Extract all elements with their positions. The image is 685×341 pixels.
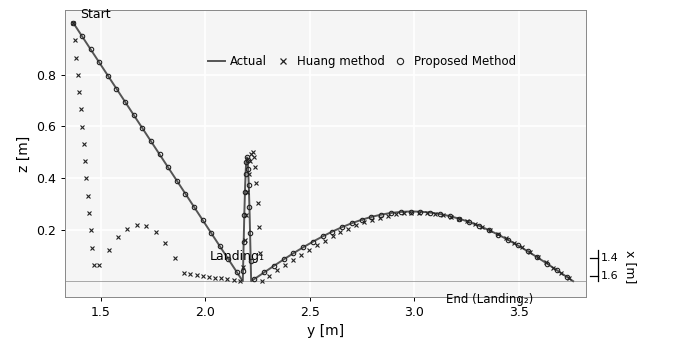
Text: 1.6: 1.6 (601, 271, 618, 281)
Text: Landing₁: Landing₁ (210, 250, 264, 263)
Text: Start: Start (79, 8, 110, 20)
Y-axis label: z [m]: z [m] (16, 135, 31, 172)
Text: x [m]: x [m] (625, 250, 637, 284)
Legend: Actual, Huang method, Proposed Method: Actual, Huang method, Proposed Method (203, 50, 521, 73)
Text: 1.4: 1.4 (601, 253, 619, 263)
Text: End (Landing₂): End (Landing₂) (446, 293, 533, 306)
X-axis label: y [m]: y [m] (307, 324, 344, 338)
